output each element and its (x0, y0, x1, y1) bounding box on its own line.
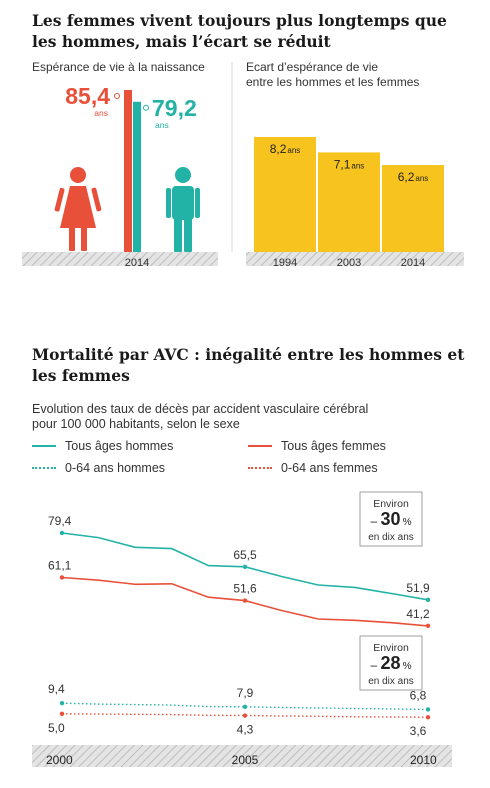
mortality-subtitle: Evolution des taux de décès par accident… (32, 402, 368, 432)
series-marker-1-1 (242, 598, 248, 603)
legend-swatch-women-all (248, 445, 272, 447)
legend-label-women-064: 0-64 ans femmes (281, 461, 378, 475)
ground-strip-left (22, 252, 218, 266)
annotation-value-1: – 28% (371, 653, 412, 673)
gap-bar-1994 (254, 137, 316, 252)
life-bar-hommes (133, 101, 141, 252)
section1-title-line2: les hommes, mais l’écart se réduit (32, 32, 331, 51)
legend-label-men-all: Tous âges hommes (65, 439, 174, 453)
life-unit-femmes: ans (94, 108, 108, 118)
life-unit-hommes: ans (155, 120, 169, 130)
annotation-value-0: – 30% (371, 509, 412, 529)
gap-value-1994: 8,2ans (270, 142, 301, 156)
series-line-3 (61, 713, 429, 718)
legend-label-men-064: 0-64 ans hommes (65, 461, 166, 475)
gap-chart: 8,2ans 1994 7,1ans 2003 6,2ans 2014 (254, 137, 444, 269)
mortality-subtitle-line1: Evolution des taux de décès par accident… (32, 402, 369, 416)
gap-value-2014: 6,2ans (398, 170, 429, 184)
legend-label-women-all: Tous âges femmes (281, 439, 386, 453)
series-marker-3-1 (242, 713, 248, 718)
x-tick-2005: 2005 (232, 753, 259, 767)
series-line-2 (61, 702, 429, 711)
section2-title-line1: Mortalité par AVC : inégalité entre les … (32, 345, 465, 364)
life-value-hommes: 79,2 (152, 95, 197, 121)
life-leader-femmes (114, 93, 120, 99)
legend-item-women-064: 0-64 ans femmes (248, 461, 378, 475)
series-marker-1-0 (59, 575, 65, 580)
woman-icon (54, 167, 102, 251)
series-marker-3-2 (425, 715, 431, 720)
annotation-line1-1: Environ (373, 642, 409, 654)
annotation-box-0 (359, 491, 423, 547)
series-label-0-0: 79,4 (48, 514, 72, 528)
x-tick-2000: 2000 (46, 753, 73, 767)
legend-item-women-all: Tous âges femmes (248, 439, 386, 453)
series-label-3-0: 5,0 (48, 721, 65, 735)
life-expectancy-subtitle: Espérance de vie à la naissance (32, 60, 205, 74)
series-marker-3-0 (59, 711, 65, 717)
annotation-box-1 (359, 635, 423, 691)
series-marker-0-0 (59, 530, 65, 536)
ground-strip-right (246, 252, 464, 266)
series-label-2-2: 6,8 (410, 688, 427, 702)
series-marker-0-1 (242, 564, 248, 569)
legend-item-men-064: 0-64 ans hommes (32, 461, 165, 475)
series-marker-0-2 (425, 597, 431, 603)
series-marker-2-0 (59, 700, 65, 706)
series-label-3-1: 4,3 (237, 723, 254, 737)
gap-year-2003: 2003 (337, 257, 361, 269)
section2-title-line2: les femmes (32, 366, 130, 385)
mortality-chart: 79,4 65,5 51,9 61,1 51,6 41,2 9,4 7,9 6,8 5,0 4,3 3… (32, 491, 452, 767)
mortality-series: 79,4 65,5 51,9 61,1 51,6 41,2 9,4 7,9 6,8 5,0 4,3 3… (48, 514, 431, 738)
life-leader-hommes (143, 104, 149, 111)
gap-bar-2003 (318, 152, 380, 252)
gap-subtitle-line1: Ecart d’espérance de vie (246, 60, 379, 74)
legend-swatch-men-all (32, 445, 56, 447)
series-label-0-2: 51,9 (406, 581, 430, 595)
series-label-3-2: 3,6 (410, 724, 427, 738)
annotation-line3-1: en dix ans (368, 676, 414, 687)
annotation-line1-0: Environ (373, 498, 409, 510)
series-label-1-1: 51,6 (233, 582, 257, 596)
life-bar-femmes (124, 90, 132, 252)
series-marker-2-1 (242, 704, 248, 709)
life-expectancy-year-label: 2014 (125, 257, 149, 269)
gap-year-1994: 1994 (273, 257, 297, 269)
legend-swatch-men-064 (32, 467, 56, 469)
series-label-1-2: 41,2 (406, 607, 430, 621)
gap-bar-2014 (382, 165, 444, 252)
section1-title: Les femmes vivent toujours plus longtemp… (32, 10, 447, 52)
x-tick-2010: 2010 (410, 753, 437, 767)
legend-swatch-women-064 (248, 467, 272, 469)
gap-subtitle-line2: entre les hommes et les femmes (246, 75, 420, 89)
section1-title-line1: Les femmes vivent toujours plus longtemp… (32, 11, 447, 30)
mortality-x-ticks: 2000 2005 2010 (46, 753, 437, 767)
series-label-1-0: 61,1 (48, 558, 72, 572)
series-marker-1-2 (425, 623, 431, 629)
life-value-femmes: 85,4 (65, 83, 110, 109)
annotation-line3-0: en dix ans (368, 532, 414, 543)
section2-title: Mortalité par AVC : inégalité entre les … (32, 344, 464, 386)
series-label-2-1: 7,9 (237, 686, 254, 700)
legend-item-men-all: Tous âges hommes (32, 439, 173, 453)
gap-subtitle: Ecart d’espérance de vie entre les homme… (246, 60, 419, 90)
series-label-2-0: 9,4 (48, 682, 65, 696)
series-marker-2-2 (425, 707, 431, 712)
man-icon (166, 167, 200, 252)
mortality-subtitle-line2: pour 100 000 habitants, selon le sexe (32, 417, 240, 431)
gap-value-2003: 7,1ans (334, 157, 365, 171)
series-label-0-1: 65,5 (233, 548, 257, 562)
mortality-ground-strip (32, 745, 452, 767)
gap-year-2014: 2014 (401, 257, 425, 269)
